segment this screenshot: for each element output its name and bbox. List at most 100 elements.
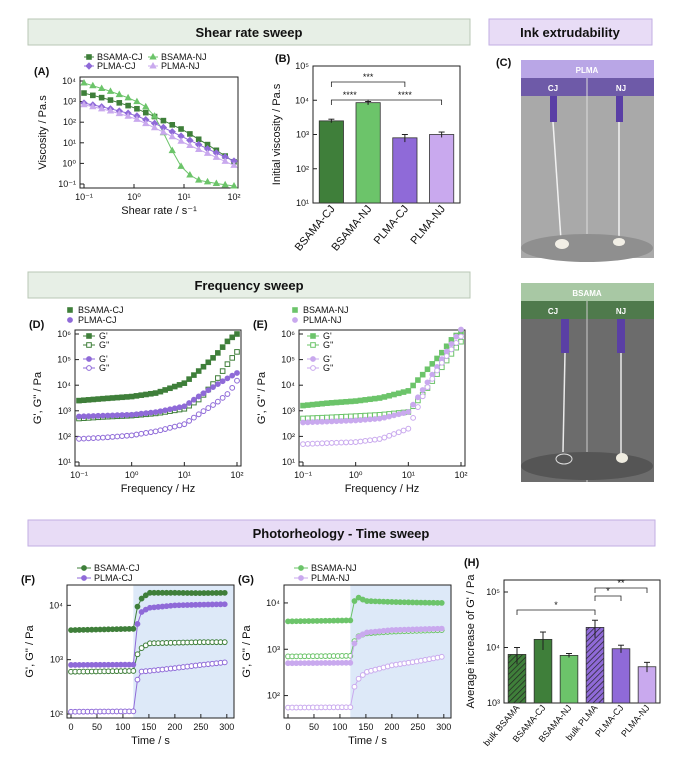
chart-e-ytick-label: 10¹	[282, 457, 295, 467]
chart-d-ytick-label: 10²	[58, 431, 71, 441]
chart-d-point	[186, 376, 192, 382]
chart-e-point	[410, 414, 417, 421]
banner-ink-title: Ink extrudability	[520, 25, 620, 40]
chart-e-point	[448, 346, 455, 353]
chart-a-panel-label: (A)	[34, 66, 50, 78]
chart-f-xtick-label: 300	[219, 722, 234, 732]
chart-d-point	[119, 412, 125, 418]
chart-d-point	[176, 382, 183, 388]
chart-g-ytick-label: 10⁴	[266, 598, 280, 608]
chart-a-point	[195, 145, 203, 152]
chart-d-legend-marker	[86, 342, 92, 348]
chart-g-point	[355, 675, 362, 682]
chart-a-point	[168, 132, 176, 140]
chart-g-ytick-label: 10³	[267, 644, 280, 654]
chart-d-point	[95, 412, 102, 419]
chart-d-point	[167, 406, 173, 413]
chart-e-point	[381, 434, 388, 441]
banner-shear-rate	[27, 18, 471, 46]
chart-e-point	[458, 326, 464, 333]
chart-e-point	[371, 416, 378, 422]
chart-d-axes-frame	[74, 329, 242, 467]
chart-e-point	[400, 427, 407, 434]
chart-e-point	[381, 394, 388, 400]
chart-f-point	[138, 595, 145, 602]
chart-e-legend-marker	[310, 356, 316, 362]
chart-a-ytick-label: 10⁰	[62, 158, 76, 168]
chart-f-point	[134, 621, 141, 627]
chart-g-x-axis-label: Time / s	[348, 735, 387, 747]
chart-e-point	[386, 392, 392, 399]
chart-d-point	[85, 397, 92, 403]
chart-d-point	[219, 344, 226, 350]
chart-d-point	[114, 394, 121, 401]
chart-g-point	[347, 659, 354, 666]
chart-d-point	[214, 398, 221, 405]
chart-d-point	[104, 395, 111, 402]
chart-d-point	[143, 430, 149, 436]
chart-d-point	[100, 412, 106, 419]
chart-d-point	[210, 355, 216, 361]
chart-e-point	[319, 440, 326, 447]
chart-g-point	[438, 600, 445, 606]
chart-d-point	[200, 390, 207, 397]
chart-e-point	[343, 439, 349, 446]
chart-d-point	[133, 431, 140, 438]
chart-e-point	[376, 395, 383, 401]
chart-d-point	[124, 394, 130, 400]
chart-g-xtick-label: 250	[410, 722, 425, 732]
chart-e-point	[372, 395, 378, 402]
chart-e-point	[367, 416, 373, 423]
chart-d-point	[219, 378, 226, 385]
chart-e-point	[338, 418, 345, 424]
banner-photorheology	[27, 519, 656, 547]
chart-b-ytick-label: 10⁵	[295, 61, 309, 71]
chart-e-point	[324, 400, 330, 407]
chart-d-point	[215, 350, 221, 356]
chart-e-point	[333, 439, 340, 446]
chart-d-point	[157, 427, 164, 434]
chart-d-point	[128, 393, 135, 400]
photo-top-left-tag: CJ	[548, 84, 558, 93]
chart-a-point	[230, 181, 238, 189]
chart-h-bar	[585, 627, 605, 704]
chart-f-xtick-label: 250	[193, 722, 208, 732]
chart-e-point	[343, 398, 349, 405]
chart-e-point	[429, 361, 436, 367]
chart-a-point	[81, 90, 87, 96]
chart-d-point	[147, 429, 154, 436]
chart-e-point	[443, 353, 450, 359]
chart-e-point	[376, 436, 383, 442]
chart-a-point	[186, 171, 194, 178]
chart-e-ytick-label: 10⁶	[281, 329, 295, 339]
chart-e-point	[367, 396, 373, 403]
chart-f-legend-label: PLMA-CJ	[94, 573, 133, 583]
chart-e-point	[405, 425, 412, 432]
photo-top-filament-left	[552, 121, 562, 241]
chart-d-ytick-label: 10¹	[58, 457, 71, 467]
chart-a-point	[115, 90, 123, 98]
chart-d-point	[219, 368, 226, 374]
chart-f-point	[130, 625, 137, 632]
chart-e-point	[419, 393, 426, 400]
chart-e-point	[434, 367, 440, 374]
chart-f-point	[130, 661, 137, 668]
chart-h-y-axis-label: Average increase of G' / Pa	[465, 574, 477, 709]
chart-d-point	[109, 395, 116, 401]
chart-f-ytick-label: 10²	[50, 709, 63, 719]
chart-g-uv-shade	[350, 585, 451, 718]
chart-e-point	[343, 417, 349, 424]
photo-top-dish	[521, 234, 653, 262]
chart-f-point	[221, 659, 228, 666]
chart-e-point	[362, 437, 369, 444]
chart-f-axes-frame	[66, 584, 235, 719]
chart-h-axes-frame	[503, 579, 661, 704]
photo-bottom-header-label: BSAMA	[572, 289, 602, 298]
banner-frequency	[27, 271, 471, 299]
chart-e-point	[304, 441, 311, 447]
chart-a-point	[133, 115, 141, 122]
chart-d-point	[152, 409, 159, 416]
chart-d-point	[80, 435, 87, 442]
chart-b-category-label: PLMA-NJ	[408, 203, 447, 247]
